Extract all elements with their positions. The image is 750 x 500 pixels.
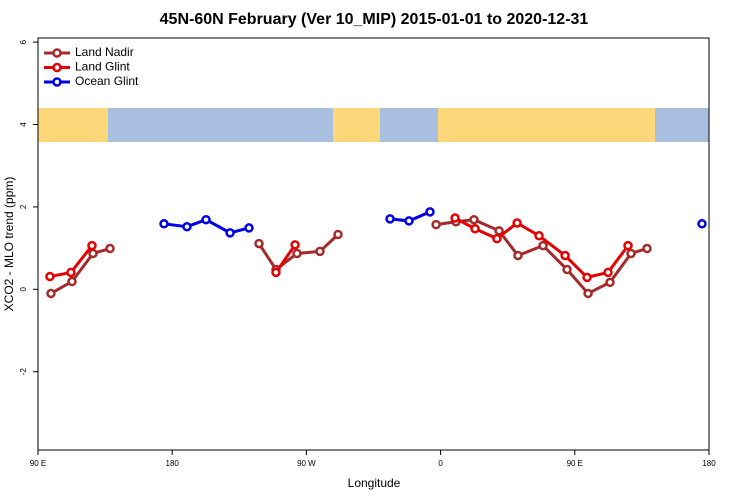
x-tick-label: 0 <box>438 459 443 468</box>
map-strip <box>38 108 709 142</box>
data-point <box>425 207 435 217</box>
data-point <box>623 240 633 251</box>
data-point <box>244 223 254 233</box>
data-point <box>642 243 652 254</box>
data-point <box>105 243 115 254</box>
legend-label: Ocean Glint <box>75 74 139 88</box>
legend-marker <box>52 62 62 73</box>
data-point <box>492 233 502 244</box>
chart-title: 45N-60N February (Ver 10_MIP) 2015-01-01… <box>160 11 589 28</box>
legend-marker <box>52 48 62 58</box>
data-point <box>560 250 570 261</box>
legend-marker <box>52 77 62 87</box>
x-axis-label: Longitude <box>348 476 401 490</box>
map-ocean <box>108 108 333 142</box>
data-point <box>292 248 302 259</box>
data-point <box>333 229 343 240</box>
data-point <box>46 288 56 299</box>
x-tick-label: 180 <box>166 459 180 468</box>
data-point <box>201 214 211 225</box>
data-point <box>315 246 325 257</box>
data-point <box>182 221 192 232</box>
y-tick-label: 2 <box>19 204 28 209</box>
data-point <box>290 240 300 250</box>
data-point <box>159 219 169 229</box>
data-point <box>88 248 98 259</box>
data-point <box>582 272 592 283</box>
legend-label: Land Glint <box>75 60 130 74</box>
data-point <box>494 226 504 236</box>
x-tick-label: 90 E <box>30 459 46 468</box>
y-axis-label: XCO2 - MLO trend (ppm) <box>2 177 16 312</box>
plot-frame <box>37 37 710 451</box>
map-ocean <box>655 108 709 142</box>
data-point <box>697 219 707 229</box>
y-tick-label: 4 <box>19 122 28 127</box>
legend-label: Land Nadir <box>75 45 134 59</box>
data-point <box>605 277 615 288</box>
data-point <box>538 240 548 251</box>
x-tick-label: 90 W <box>297 459 316 468</box>
data-point <box>45 271 55 282</box>
data-point <box>534 231 544 241</box>
data-point <box>385 214 395 224</box>
data-point <box>583 288 593 299</box>
x-tick-label: 90 E <box>567 459 583 468</box>
data-point <box>87 240 97 251</box>
data-point <box>404 216 414 226</box>
data-point <box>512 218 522 228</box>
data-point <box>225 228 235 238</box>
data-point <box>431 219 441 230</box>
data-point <box>562 264 572 275</box>
data-point <box>271 267 281 278</box>
data-point <box>513 250 523 261</box>
data-point <box>254 238 264 249</box>
y-tick-label: 6 <box>19 39 28 44</box>
y-tick-label: -2 <box>19 368 28 376</box>
map-ocean <box>380 108 438 142</box>
x-tick-label: 180 <box>702 459 716 468</box>
data-point <box>470 224 480 234</box>
data-point <box>66 267 76 278</box>
data-point <box>603 267 613 278</box>
data-point <box>469 214 479 225</box>
data-point <box>450 213 460 223</box>
y-tick-label: 0 <box>19 287 28 292</box>
data-point <box>67 276 77 287</box>
data-point <box>626 248 636 259</box>
series-line <box>50 218 648 296</box>
